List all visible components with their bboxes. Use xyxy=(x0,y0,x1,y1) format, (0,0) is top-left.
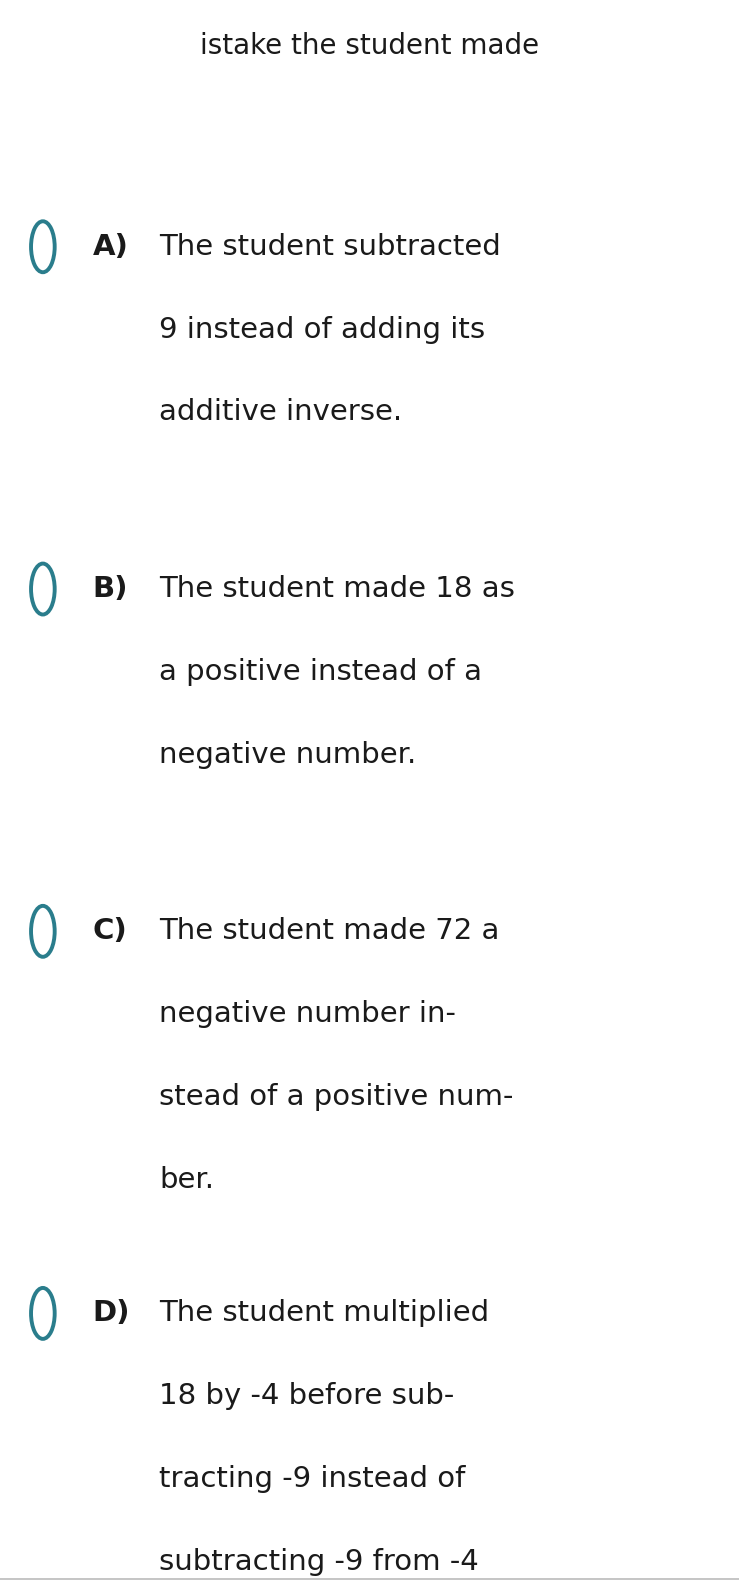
Text: 9 instead of adding its: 9 instead of adding its xyxy=(159,315,485,344)
Text: additive inverse.: additive inverse. xyxy=(159,398,402,427)
Text: 18 by -4 before sub-: 18 by -4 before sub- xyxy=(159,1382,454,1411)
Text: stead of a positive num-: stead of a positive num- xyxy=(159,1083,514,1111)
Text: The student made 72 a: The student made 72 a xyxy=(159,917,500,946)
Text: istake the student made: istake the student made xyxy=(200,32,539,60)
Text: subtracting -9 from -4: subtracting -9 from -4 xyxy=(159,1547,479,1576)
Text: a positive instead of a: a positive instead of a xyxy=(159,657,482,686)
Text: The student subtracted: The student subtracted xyxy=(159,232,500,261)
Text: The student multiplied: The student multiplied xyxy=(159,1299,489,1328)
Text: negative number in-: negative number in- xyxy=(159,1000,456,1028)
Text: A): A) xyxy=(92,232,129,261)
Text: C): C) xyxy=(92,917,127,946)
Text: The student made 18 as: The student made 18 as xyxy=(159,575,515,603)
Text: ber.: ber. xyxy=(159,1165,214,1194)
Text: negative number.: negative number. xyxy=(159,740,416,769)
Text: B): B) xyxy=(92,575,128,603)
Text: tracting -9 instead of: tracting -9 instead of xyxy=(159,1465,466,1493)
Text: D): D) xyxy=(92,1299,130,1328)
